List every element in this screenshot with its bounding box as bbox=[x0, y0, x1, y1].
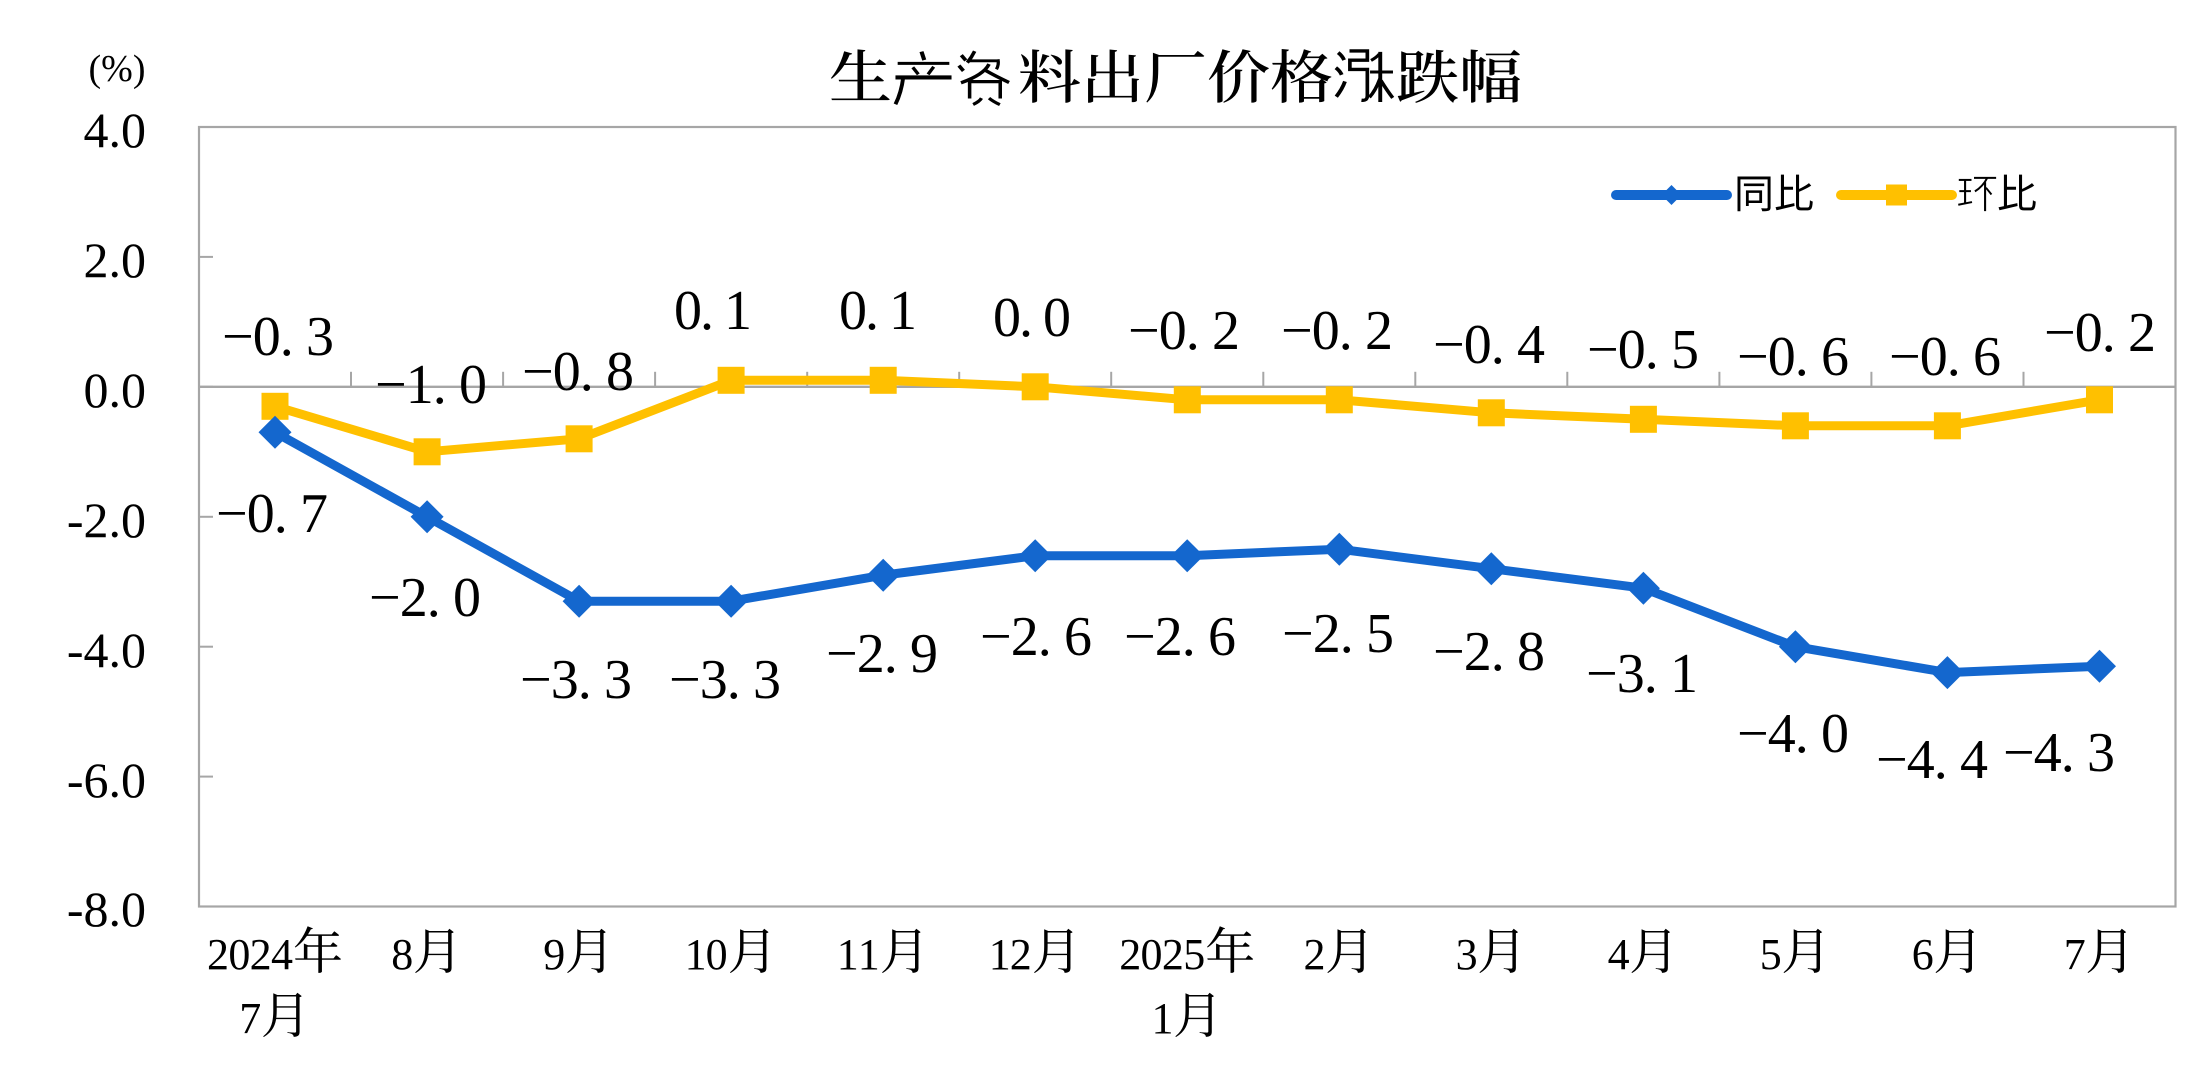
svg-text:-6.0: -6.0 bbox=[67, 752, 146, 808]
svg-text:1: 1 bbox=[1152, 994, 1174, 1043]
svg-text:−2. 0: −2. 0 bbox=[369, 567, 481, 629]
svg-text:10: 10 bbox=[685, 930, 728, 979]
svg-text:−2. 6: −2. 6 bbox=[980, 606, 1092, 668]
svg-text:−0. 4: −0. 4 bbox=[1433, 314, 1545, 376]
svg-text:4.0: 4.0 bbox=[84, 102, 147, 158]
svg-text:−4. 0: −4. 0 bbox=[1737, 703, 1849, 765]
svg-text:2024: 2024 bbox=[207, 930, 293, 979]
svg-text:0. 1: 0. 1 bbox=[839, 280, 917, 342]
svg-text:−0. 6: −0. 6 bbox=[1737, 326, 1849, 388]
svg-text:-8.0: -8.0 bbox=[67, 881, 146, 937]
svg-text:−2. 9: −2. 9 bbox=[826, 623, 938, 685]
svg-text:−2. 6: −2. 6 bbox=[1124, 606, 1236, 668]
svg-text:12: 12 bbox=[989, 930, 1032, 979]
svg-text:−4. 3: −4. 3 bbox=[2003, 722, 2115, 784]
svg-text:−2. 5: −2. 5 bbox=[1282, 603, 1394, 665]
svg-text:−0. 2: −0. 2 bbox=[1128, 300, 1240, 362]
svg-text:−0. 8: −0. 8 bbox=[522, 341, 634, 403]
svg-text:8: 8 bbox=[391, 930, 413, 979]
svg-text:-4.0: -4.0 bbox=[67, 622, 146, 678]
svg-text:0. 1: 0. 1 bbox=[674, 280, 752, 342]
svg-text:2.0: 2.0 bbox=[84, 232, 147, 288]
svg-text:−3. 3: −3. 3 bbox=[669, 649, 781, 711]
svg-text:2: 2 bbox=[1304, 930, 1326, 979]
svg-text:−1. 0: −1. 0 bbox=[375, 354, 487, 416]
svg-text:7: 7 bbox=[239, 994, 261, 1043]
svg-text:−0. 2: −0. 2 bbox=[1281, 300, 1393, 362]
svg-text:6: 6 bbox=[1912, 930, 1934, 979]
svg-text:−4. 4: −4. 4 bbox=[1876, 729, 1988, 791]
svg-text:2025: 2025 bbox=[1119, 930, 1205, 979]
svg-text:7: 7 bbox=[2064, 930, 2086, 979]
svg-text:−0. 3: −0. 3 bbox=[222, 306, 334, 368]
svg-text:0.0: 0.0 bbox=[84, 362, 147, 418]
svg-text:4: 4 bbox=[1608, 930, 1630, 979]
svg-text:(%): (%) bbox=[89, 48, 146, 90]
svg-text:−0. 7: −0. 7 bbox=[216, 483, 328, 545]
svg-text:5: 5 bbox=[1760, 930, 1782, 979]
svg-text:−0. 5: −0. 5 bbox=[1587, 319, 1699, 381]
svg-text:3: 3 bbox=[1456, 930, 1478, 979]
svg-text:−0. 6: −0. 6 bbox=[1889, 326, 2001, 388]
svg-text:11: 11 bbox=[837, 930, 880, 979]
svg-text:−3. 1: −3. 1 bbox=[1586, 643, 1698, 705]
svg-text:−2. 8: −2. 8 bbox=[1433, 621, 1545, 683]
svg-text:−0. 2: −0. 2 bbox=[2044, 302, 2156, 364]
svg-text:−3. 3: −3. 3 bbox=[520, 649, 632, 711]
svg-text:0. 0: 0. 0 bbox=[993, 287, 1071, 349]
svg-text:-2.0: -2.0 bbox=[67, 492, 146, 548]
svg-text:9: 9 bbox=[543, 930, 565, 979]
